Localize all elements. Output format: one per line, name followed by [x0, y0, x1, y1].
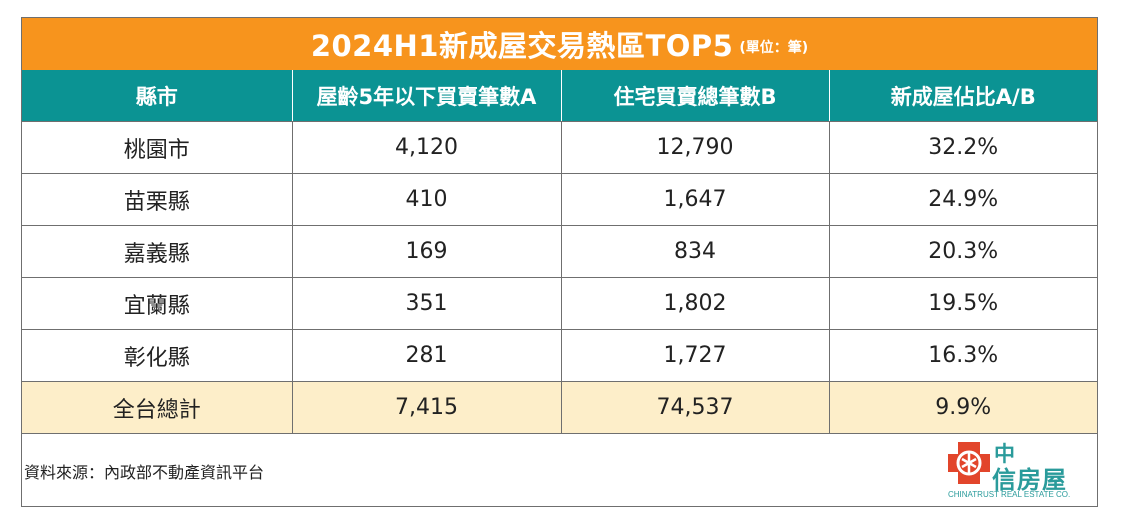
table-frame: 2024H1新成屋交易熱區TOP5 (單位：筆) 縣市 屋齡5年以下買賣筆數A …	[21, 17, 1098, 507]
cell-new-house-count: 351	[291, 277, 561, 330]
cell-total-count: 12,790	[560, 121, 829, 174]
cell-ratio: 20.3%	[828, 225, 1097, 278]
logo-text-line1: 中	[994, 442, 1015, 466]
header-row: 縣市 屋齡5年以下買賣筆數A 住宅買賣總筆數B 新成屋佔比A/B	[22, 70, 1097, 122]
column-header-ratio: 新成屋佔比A/B	[828, 70, 1097, 122]
cell-new-house-count: 169	[291, 225, 561, 278]
cell-ratio: 32.2%	[828, 121, 1097, 174]
cell-ratio: 24.9%	[828, 173, 1097, 226]
cell-city: 桃園市	[22, 121, 292, 174]
cell-total-total-count: 74,537	[560, 381, 829, 434]
cell-new-house-count: 4,120	[291, 121, 561, 174]
cell-city: 彰化縣	[22, 329, 292, 382]
table-row: 嘉義縣 169 834 20.3%	[22, 225, 1097, 278]
unit-note: (單位：筆)	[739, 40, 809, 56]
title-bar: 2024H1新成屋交易熱區TOP5 (單位：筆)	[22, 18, 1097, 70]
table-row: 宜蘭縣 351 1,802 19.5%	[22, 277, 1097, 330]
cell-new-house-count: 410	[291, 173, 561, 226]
table-row: 桃園市 4,120 12,790 32.2%	[22, 121, 1097, 174]
column-header-city: 縣市	[22, 70, 292, 122]
cell-total-ratio: 9.9%	[828, 381, 1097, 434]
house-logo-icon	[948, 442, 990, 484]
data-table: 縣市 屋齡5年以下買賣筆數A 住宅買賣總筆數B 新成屋佔比A/B 桃園市 4,1…	[22, 70, 1097, 434]
cell-total-new-house-count: 7,415	[291, 381, 561, 434]
cell-city: 苗栗縣	[22, 173, 292, 226]
cell-total-count: 1,802	[560, 277, 829, 330]
cell-total-count: 1,647	[560, 173, 829, 226]
cell-new-house-count: 281	[291, 329, 561, 382]
logo-english-text: CHINATRUST REAL ESTATE CO.	[948, 490, 1071, 499]
column-header-total-count: 住宅買賣總筆數B	[560, 70, 829, 122]
cell-city: 嘉義縣	[22, 225, 292, 278]
cell-total-count: 834	[560, 225, 829, 278]
cell-total-count: 1,727	[560, 329, 829, 382]
cell-ratio: 19.5%	[828, 277, 1097, 330]
table-title: 2024H1新成屋交易熱區TOP5	[310, 29, 734, 63]
source-note: 資料來源：內政部不動產資訊平台	[24, 463, 265, 482]
column-header-new-house-count: 屋齡5年以下買賣筆數A	[291, 70, 561, 122]
company-logo: 中 信房屋 CHINATRUST REAL ESTATE CO.	[948, 438, 1088, 502]
cell-ratio: 16.3%	[828, 329, 1097, 382]
cell-city: 宜蘭縣	[22, 277, 292, 330]
total-row: 全台總計 7,415 74,537 9.9%	[22, 381, 1097, 434]
table-row: 苗栗縣 410 1,647 24.9%	[22, 173, 1097, 226]
table-row: 彰化縣 281 1,727 16.3%	[22, 329, 1097, 382]
logo-text-line2: 信房屋	[992, 466, 1067, 494]
cell-total-label: 全台總計	[22, 381, 292, 434]
